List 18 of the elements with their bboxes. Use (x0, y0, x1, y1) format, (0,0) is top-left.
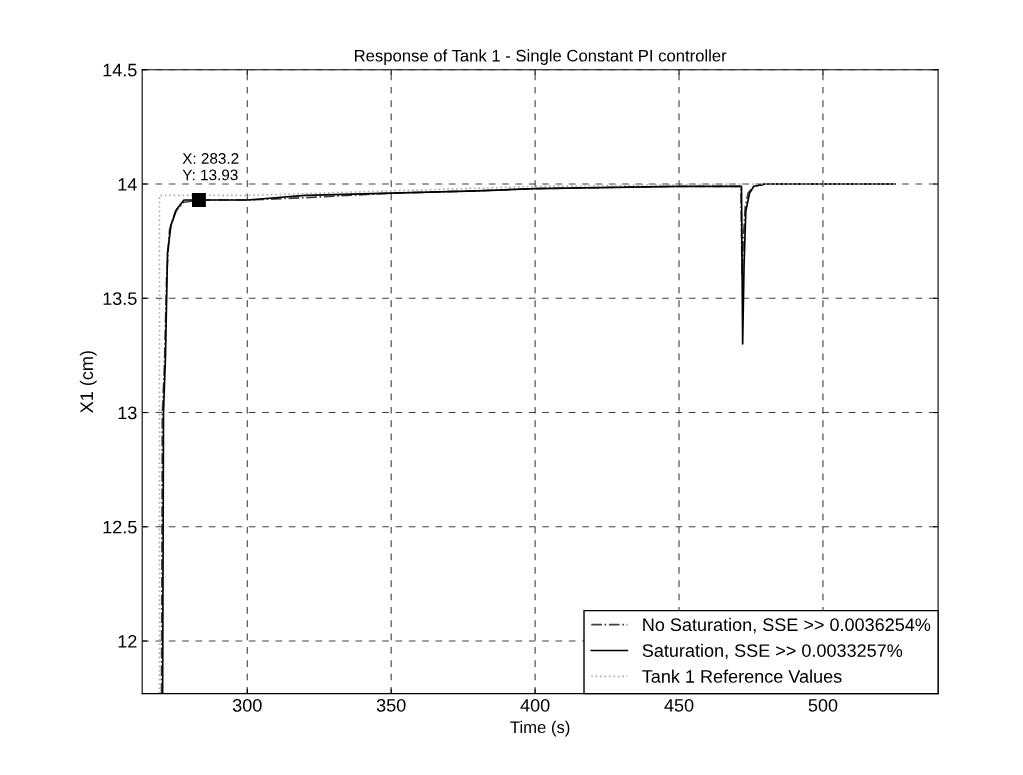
y-tick-label: 14 (118, 178, 137, 191)
y-tick-label: 13.5 (103, 292, 137, 305)
y-axis-title: X1 (cm) (79, 351, 97, 413)
legend-label: Tank 1 Reference Values (642, 669, 842, 683)
x-tick-label: 350 (376, 698, 406, 712)
annotation: X: 283.2 Y: 13.93 (182, 153, 239, 181)
x-tick-label: 500 (808, 698, 838, 712)
x-tick-label: 400 (520, 698, 550, 712)
legend-label: Saturation, SSE >> 0.0033257% (642, 643, 903, 660)
x-tick-label: 300 (232, 698, 262, 712)
y-tick-label: 12.5 (103, 520, 137, 534)
y-tick-label: 13 (118, 406, 137, 420)
y-tick-label: 14.5 (103, 63, 137, 77)
legend-label: No Saturation, SSE >> 0.0036254% (643, 617, 931, 634)
y-tick-label: 12 (118, 635, 137, 648)
x-tick-label: 450 (664, 698, 694, 712)
chart-title: Response of Tank 1 - Single Constant PI controller (355, 49, 727, 65)
x-axis-title: Time (s) (510, 720, 570, 737)
